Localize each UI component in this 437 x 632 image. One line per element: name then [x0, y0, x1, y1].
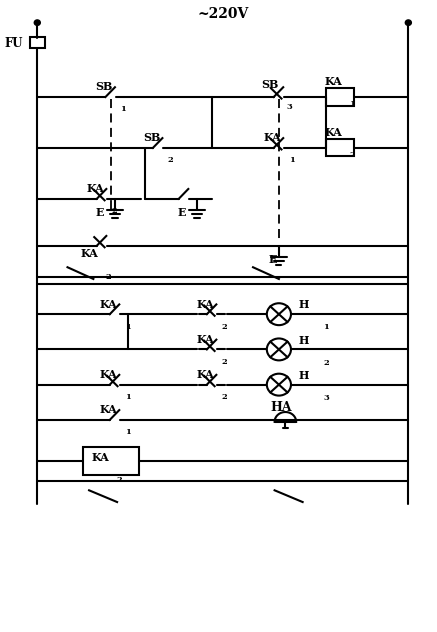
- Text: 1: 1: [120, 106, 126, 114]
- Text: 1: 1: [289, 156, 295, 164]
- Text: KA: KA: [91, 452, 109, 463]
- Text: 2: 2: [168, 156, 173, 164]
- Text: FU: FU: [5, 37, 24, 49]
- Text: KA: KA: [87, 183, 104, 194]
- Text: KA: KA: [100, 298, 118, 310]
- Text: KA: KA: [324, 127, 342, 138]
- Text: 2: 2: [105, 272, 111, 281]
- Text: SB: SB: [143, 132, 160, 143]
- Text: KA: KA: [197, 334, 215, 344]
- Text: 2: 2: [222, 322, 228, 331]
- Bar: [326, 139, 354, 157]
- Text: E: E: [177, 207, 186, 217]
- Text: 1: 1: [125, 393, 131, 401]
- Text: 1: 1: [349, 100, 355, 108]
- Text: KA: KA: [324, 76, 342, 87]
- Text: 1: 1: [125, 322, 131, 331]
- Text: H: H: [298, 370, 309, 380]
- Text: 3: 3: [323, 394, 329, 402]
- Text: 2: 2: [222, 358, 228, 366]
- Text: KA: KA: [100, 404, 118, 415]
- Text: 2: 2: [116, 476, 122, 484]
- Circle shape: [405, 20, 411, 25]
- Bar: [83, 447, 139, 475]
- Text: KA: KA: [100, 369, 118, 380]
- Text: KA: KA: [197, 369, 215, 380]
- Text: 2: 2: [222, 393, 228, 401]
- Text: 3: 3: [287, 103, 292, 111]
- Text: H: H: [298, 334, 309, 346]
- Circle shape: [34, 20, 40, 25]
- Text: H: H: [298, 300, 309, 310]
- Text: KA: KA: [197, 298, 215, 310]
- Text: KA: KA: [80, 248, 98, 259]
- Text: E: E: [96, 207, 104, 217]
- Text: 2: 2: [349, 151, 355, 159]
- Text: SB: SB: [96, 82, 113, 92]
- Text: 2: 2: [323, 358, 329, 367]
- Text: E: E: [268, 254, 277, 265]
- Text: 1: 1: [323, 324, 329, 331]
- Text: 1: 1: [125, 428, 131, 436]
- Text: HA: HA: [270, 401, 292, 414]
- Text: 2: 2: [112, 207, 118, 215]
- Text: KA: KA: [264, 132, 281, 143]
- Text: ~220V: ~220V: [197, 7, 249, 21]
- Text: SB: SB: [262, 79, 279, 90]
- Bar: [326, 88, 354, 106]
- Bar: [30, 37, 45, 48]
